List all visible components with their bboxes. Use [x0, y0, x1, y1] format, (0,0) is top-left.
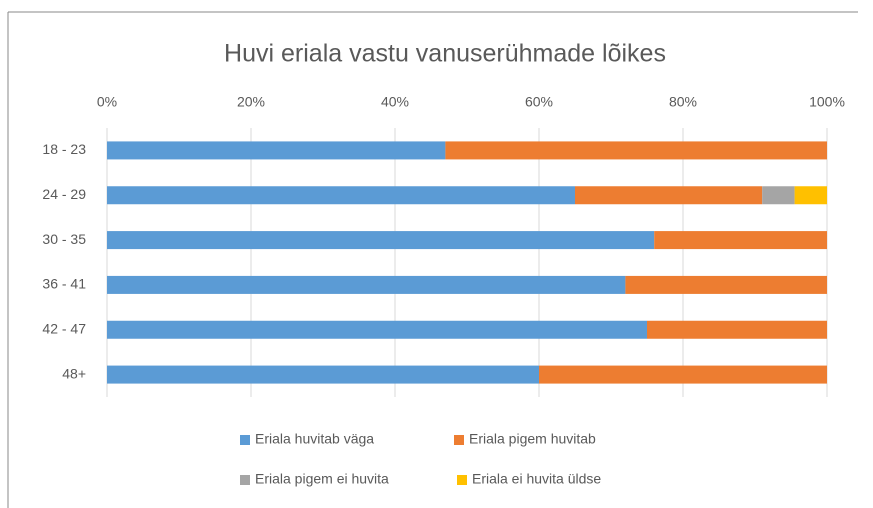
bar-segment — [107, 186, 575, 205]
y-tick-label: 48+ — [62, 365, 86, 381]
legend-swatch — [240, 435, 250, 445]
bar-segment — [107, 231, 655, 250]
bar-segment — [107, 141, 446, 160]
legend-swatch — [457, 475, 467, 485]
bar-segment — [794, 186, 827, 205]
bar-segment — [445, 141, 827, 160]
bar-segment — [647, 320, 827, 339]
y-tick-label: 42 - 47 — [42, 320, 86, 336]
chart-title: Huvi eriala vastu vanuserühmade lõikes — [224, 40, 666, 68]
y-tick-label: 24 - 29 — [42, 186, 86, 202]
legend-label: Eriala huvitab väga — [255, 431, 374, 447]
x-tick-label: 60% — [525, 94, 553, 110]
y-tick-label: 30 - 35 — [42, 231, 86, 247]
x-tick-label: 40% — [381, 94, 409, 110]
bar-segment — [539, 365, 827, 384]
bar-segment — [107, 320, 647, 339]
legend-label: Eriala pigem huvitab — [469, 431, 596, 447]
legend-swatch — [240, 475, 250, 485]
x-tick-label: 20% — [237, 94, 265, 110]
y-tick-label: 18 - 23 — [42, 141, 86, 157]
bar-segment — [762, 186, 795, 205]
bar-segment — [575, 186, 763, 205]
legend-label: Eriala ei huvita üldse — [472, 471, 601, 487]
bar-segment — [625, 275, 827, 294]
x-tick-label: 0% — [97, 94, 117, 110]
x-tick-label: 100% — [809, 94, 845, 110]
bar-segment — [107, 365, 539, 384]
bar-segment — [107, 275, 626, 294]
legend-label: Eriala pigem ei huvita — [255, 471, 389, 487]
legend-swatch — [454, 435, 464, 445]
bar-segment — [654, 231, 827, 250]
y-tick-label: 36 - 41 — [42, 276, 86, 292]
x-tick-label: 80% — [669, 94, 697, 110]
